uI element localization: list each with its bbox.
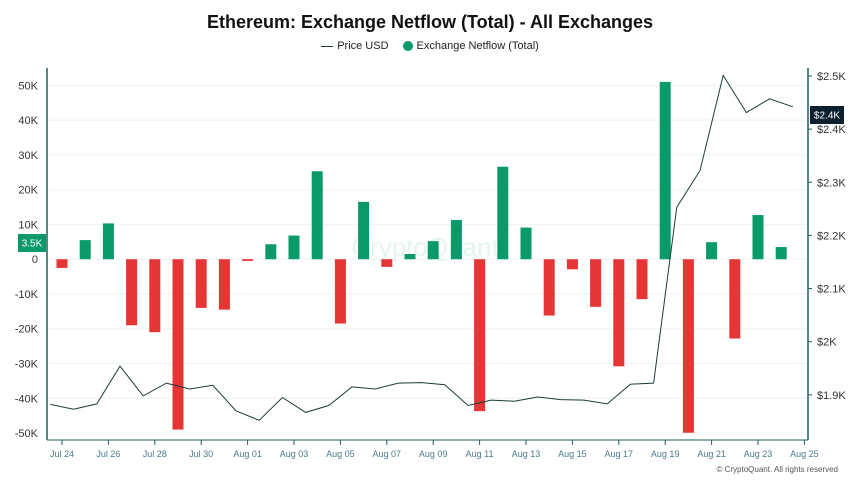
y-left-tick-label: 30K — [18, 150, 38, 162]
x-tick-label: Jul 28 — [143, 449, 167, 459]
x-tick-label: Jul 26 — [96, 449, 120, 459]
y-left-tick-label: -20K — [15, 324, 39, 336]
x-tick-label: Aug 21 — [697, 449, 726, 459]
netflow-bar — [450, 219, 462, 260]
netflow-bar — [543, 259, 555, 316]
y-left-tick-label: 50K — [18, 80, 38, 92]
netflow-bar — [102, 223, 114, 260]
y-left-tick-label: 40K — [18, 115, 38, 127]
y-axis-right-ticks: $2.5K $2.4K $2.3K $2.2K $2.1K $2K $1.9K — [808, 71, 846, 402]
netflow-bar — [79, 240, 91, 260]
x-tick-label: Aug 25 — [790, 449, 819, 459]
netflow-bars — [56, 81, 787, 433]
x-tick-label: Aug 03 — [280, 449, 309, 459]
y-axis-left-ticks: 50K 40K 30K 20K 10K 0 -10K -20K -30K -40K -50K — [15, 80, 39, 440]
netflow-bar — [590, 259, 602, 307]
x-tick-label: Jul 24 — [50, 449, 74, 459]
copyright-text: © CryptoQuant. All rights reserved — [717, 465, 839, 474]
netflow-current-tag: 3.5K — [18, 234, 46, 252]
y-left-tick-label: -50K — [15, 428, 39, 440]
chart-title: Ethereum: Exchange Netflow (Total) - All… — [206, 12, 654, 32]
x-tick-label: Aug 15 — [558, 449, 587, 459]
netflow-bar — [218, 259, 230, 310]
netflow-bar — [172, 259, 184, 430]
y-right-tick-label: $1.9K — [817, 390, 846, 402]
y-right-tick-label: $2.1K — [817, 284, 846, 296]
price-current-value: $2.4K — [814, 111, 840, 122]
netflow-bar — [729, 259, 741, 339]
y-left-tick-label: -10K — [15, 289, 39, 301]
netflow-bar — [775, 247, 787, 260]
y-right-tick-label: $2.3K — [817, 177, 846, 189]
netflow-bar — [706, 242, 718, 260]
legend-item-price[interactable]: Price USD — [321, 40, 389, 52]
netflow-bar — [659, 81, 671, 260]
netflow-bar — [311, 171, 323, 260]
y-left-tick-label: 20K — [18, 185, 38, 197]
netflow-bar — [404, 254, 416, 260]
y-right-tick-label: $2.5K — [817, 71, 846, 83]
netflow-bar — [752, 215, 764, 260]
netflow-bar — [566, 259, 578, 270]
x-tick-label: Aug 07 — [373, 449, 402, 459]
y-left-tick-label: 0 — [32, 254, 38, 266]
watermark: CryptoQuant — [351, 232, 499, 262]
x-tick-label: Aug 13 — [512, 449, 541, 459]
price-current-tag: $2.4K — [810, 106, 844, 124]
y-right-tick-label: $2.2K — [817, 230, 846, 242]
netflow-bar — [474, 259, 486, 412]
legend: Price USD Exchange Netflow (Total) — [0, 40, 860, 52]
netflow-current-value: 3.5K — [22, 239, 43, 250]
x-tick-label: Aug 01 — [233, 449, 262, 459]
y-right-tick-label: $2K — [817, 337, 837, 349]
price-line — [50, 74, 793, 421]
y-left-tick-label: -40K — [15, 393, 39, 405]
netflow-bar — [497, 166, 509, 260]
axes — [46, 68, 809, 441]
netflow-bar — [334, 259, 346, 324]
y-left-tick-label: -30K — [15, 359, 39, 371]
netflow-bar — [636, 259, 648, 300]
netflow-dot-legend-icon — [402, 41, 413, 51]
netflow-bar — [149, 259, 161, 333]
x-tick-label: Aug 23 — [744, 449, 773, 459]
x-tick-label: Aug 19 — [651, 449, 680, 459]
legend-item-netflow[interactable]: Exchange Netflow (Total) — [402, 40, 539, 52]
x-tick-label: Aug 11 — [466, 449, 494, 459]
y-left-tick-label: 10K — [18, 219, 38, 231]
netflow-bar — [242, 259, 254, 261]
legend-label-price: Price USD — [337, 40, 389, 52]
netflow-bar — [126, 259, 138, 326]
netflow-bar — [195, 259, 207, 308]
netflow-bar — [56, 259, 68, 268]
x-tick-label: Aug 05 — [326, 449, 355, 459]
price-current-tag-bg — [810, 106, 844, 124]
netflow-bar — [682, 259, 694, 433]
netflow-current-tag-bg — [18, 234, 46, 252]
netflow-bar — [427, 241, 439, 260]
y-right-tick-label: $2.4K — [817, 124, 846, 136]
legend-label-netflow: Exchange Netflow (Total) — [416, 40, 539, 52]
netflow-bar — [613, 259, 625, 367]
netflow-bar — [520, 227, 532, 260]
netflow-bar — [381, 259, 393, 267]
x-tick-label: Jul 30 — [189, 449, 213, 459]
netflow-bar — [288, 235, 300, 260]
price-line-legend-icon — [321, 45, 334, 47]
netflow-bar — [358, 201, 370, 260]
x-tick-label: Aug 09 — [419, 449, 448, 459]
x-tick-label: Aug 17 — [605, 449, 634, 459]
x-axis-ticks: Jul 24 Jul 26 Jul 28 Jul 30 Aug 01 Aug 03 Aug … — [50, 440, 819, 459]
netflow-bar — [265, 244, 277, 260]
